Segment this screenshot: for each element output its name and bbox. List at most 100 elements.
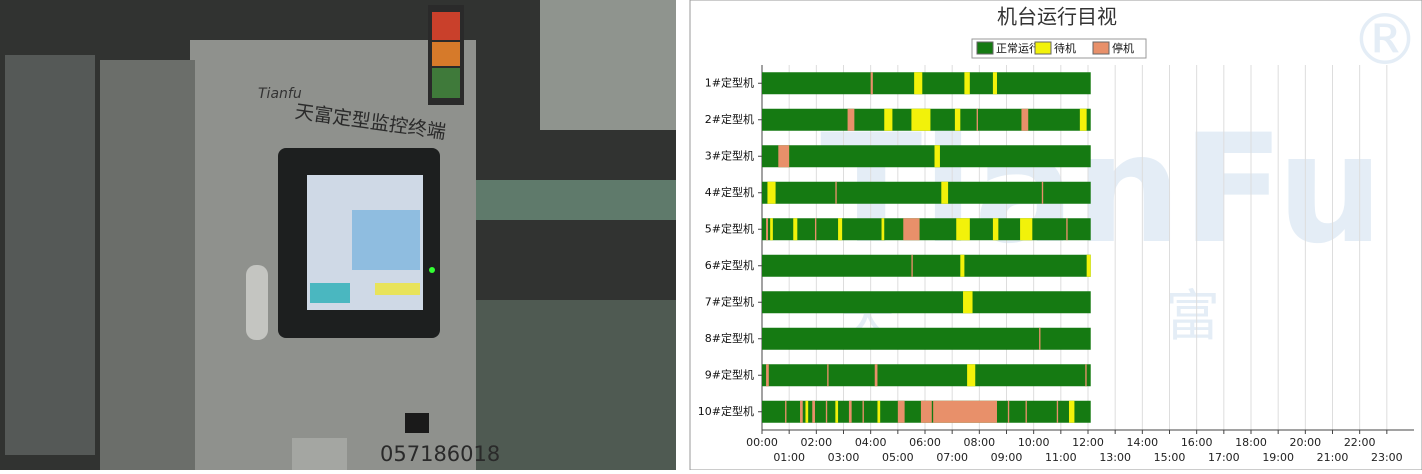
segment [881, 218, 885, 241]
segment [976, 108, 978, 131]
x-tick-label: 20:00 [1289, 436, 1321, 449]
segment [766, 218, 768, 241]
segment [827, 364, 829, 387]
segment [920, 400, 932, 423]
y-tick-label: 3#定型机 [705, 148, 754, 162]
x-tick-label: 09:00 [991, 451, 1023, 464]
segment [862, 400, 864, 423]
segment [992, 72, 997, 95]
segment [963, 291, 973, 314]
segment [897, 400, 905, 423]
segment [941, 181, 949, 204]
segment [805, 400, 809, 423]
segment [766, 364, 769, 387]
x-tick-label: 13:00 [1099, 451, 1131, 464]
x-tick-label: 07:00 [936, 451, 968, 464]
segment [825, 400, 828, 423]
segment [835, 400, 839, 423]
segment [770, 218, 773, 241]
segment [1079, 108, 1087, 131]
x-tick-label: 15:00 [1154, 451, 1186, 464]
segment [1068, 400, 1075, 423]
y-tick-label: 5#定型机 [705, 221, 754, 235]
legend-label: 待机 [1054, 41, 1076, 55]
segment [1056, 400, 1059, 423]
x-tick-label: 03:00 [828, 451, 860, 464]
segment [793, 218, 798, 241]
segment [877, 400, 881, 423]
segment [911, 108, 931, 131]
segment [762, 181, 1091, 204]
segment [1066, 218, 1068, 241]
segment [992, 218, 999, 241]
x-tick-label: 04:00 [855, 436, 887, 449]
y-tick-label: 7#定型机 [705, 294, 754, 308]
y-tick-label: 8#定型机 [705, 331, 754, 345]
segment [1020, 218, 1033, 241]
segment [762, 218, 1091, 241]
legend-swatch [1034, 41, 1052, 55]
legend-label: 停机 [1112, 41, 1134, 55]
segment [933, 400, 997, 423]
x-tick-label: 22:00 [1344, 436, 1376, 449]
watermark-char: 富 [1165, 284, 1220, 348]
watermark-mark: ® [1350, 0, 1420, 81]
segment [874, 364, 878, 387]
x-tick-label: 18:00 [1235, 436, 1267, 449]
y-tick-label: 6#定型机 [705, 258, 754, 272]
segment [847, 108, 855, 131]
segment [767, 181, 776, 204]
segment [1039, 327, 1041, 350]
segment [762, 145, 1091, 168]
x-tick-label: 19:00 [1262, 451, 1294, 464]
segment [1041, 181, 1044, 204]
phone-number: 057186018 [380, 442, 500, 466]
x-tick-label: 17:00 [1208, 451, 1240, 464]
segment [778, 145, 790, 168]
y-tick-label: 2#定型机 [705, 112, 754, 126]
x-tick-label: 01:00 [773, 451, 805, 464]
segment [1025, 400, 1027, 423]
segment [956, 218, 970, 241]
segment [870, 72, 873, 95]
segment [800, 400, 803, 423]
segment [835, 181, 837, 204]
x-tick-label: 23:00 [1371, 451, 1403, 464]
legend-label: 正常运行 [996, 42, 1040, 55]
segment [814, 218, 817, 241]
segment [762, 327, 1091, 350]
x-tick-label: 05:00 [882, 451, 914, 464]
x-tick-label: 12:00 [1072, 436, 1104, 449]
legend-swatch [1092, 41, 1110, 55]
chart-title: 机台运行目视 [997, 5, 1117, 29]
segment [762, 291, 1091, 314]
x-tick-label: 16:00 [1181, 436, 1213, 449]
segment [762, 72, 1091, 95]
segment [911, 254, 913, 277]
x-tick-label: 11:00 [1045, 451, 1077, 464]
y-tick-label: 9#定型机 [705, 367, 754, 381]
photo: Tianfu 天富定型监控终端 057186018 [0, 0, 676, 470]
x-tick-label: 14:00 [1126, 436, 1158, 449]
segment [884, 108, 893, 131]
x-tick-label: 08:00 [963, 436, 995, 449]
segment [964, 72, 970, 95]
segment [903, 218, 920, 241]
segment [848, 400, 852, 423]
segment [838, 218, 843, 241]
segment [762, 364, 1091, 387]
segment [954, 108, 961, 131]
x-tick-label: 10:00 [1018, 436, 1050, 449]
segment [967, 364, 976, 387]
legend-swatch [976, 41, 994, 55]
segment [960, 254, 965, 277]
x-tick-label: 06:00 [909, 436, 941, 449]
y-tick-label: 1#定型机 [705, 75, 754, 89]
segment [812, 400, 815, 423]
segment [934, 145, 940, 168]
segment [1021, 108, 1029, 131]
y-tick-label: 10#定型机 [698, 404, 754, 418]
photo-brand: Tianfu [258, 86, 302, 102]
segment [1085, 364, 1087, 387]
